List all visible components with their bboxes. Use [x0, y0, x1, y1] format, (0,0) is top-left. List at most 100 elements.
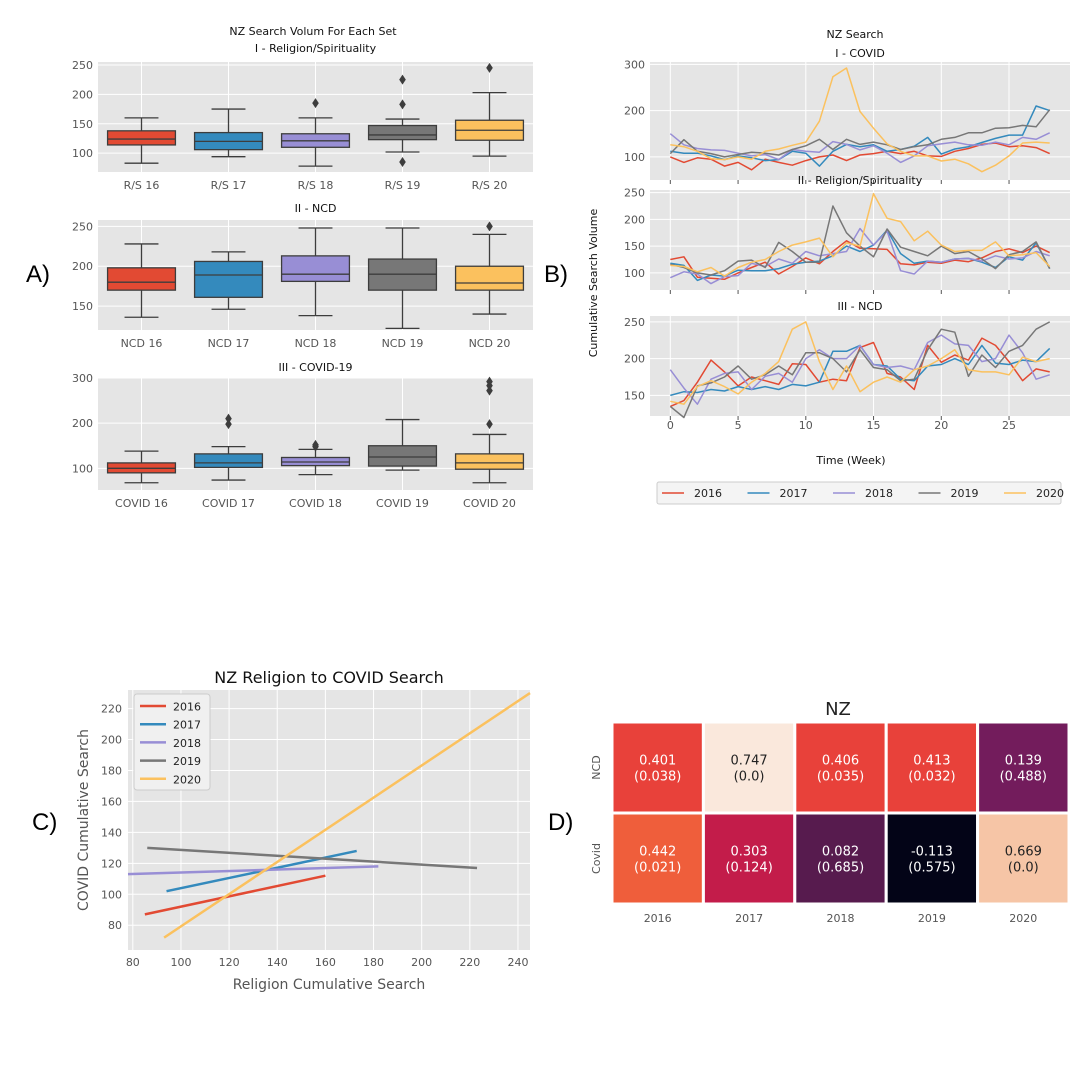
y-axis-label: Cumulative Search Volume — [587, 209, 600, 358]
regression-line-2019 — [147, 846, 478, 870]
series-line-2018 — [670, 227, 1050, 285]
box-ncd-17 — [193, 251, 264, 310]
boxplot-subplot: III - COVID-19 100 200 300 COVID 16 COVID 17 C… — [72, 361, 533, 510]
series-line-2020 — [670, 67, 1050, 173]
y-tick-label: 100 — [101, 888, 122, 901]
outlier-point — [399, 74, 406, 85]
plot-area — [650, 316, 1070, 416]
legend-label: 2017 — [780, 487, 808, 500]
heatmap-cell: 0.413(0.032) — [884, 720, 980, 815]
x-tick-label: NCD 18 — [295, 337, 337, 350]
cell-value: -0.113 — [911, 845, 953, 860]
x-tick-label: COVID 18 — [289, 497, 342, 510]
box-body — [106, 130, 177, 146]
y-tick-label: 200 — [72, 88, 93, 101]
x-tick-label: 0 — [667, 419, 674, 432]
box-covid-17 — [193, 413, 264, 481]
cell-pvalue: (0.0) — [1008, 861, 1039, 876]
x-tick-label: R/S 17 — [211, 179, 247, 192]
legend-label: 2016 — [173, 701, 201, 714]
y-tick-label: 140 — [101, 826, 122, 839]
heatmap-cell: 0.442(0.021) — [610, 811, 705, 906]
boxplot-subplot: II - NCD 150 200 250 NCD 16 NCD 17 NCD 18 NCD 1… — [72, 202, 533, 350]
box-body — [193, 453, 264, 469]
x-tick-label: 180 — [363, 956, 384, 969]
x-tick-label: 5 — [735, 419, 742, 432]
y-tick-label: 150 — [624, 240, 645, 253]
x-tick-label: 15 — [867, 419, 881, 432]
box-ncd-16 — [106, 243, 177, 318]
cell-value: 0.082 — [822, 845, 859, 860]
box-r-s-18 — [280, 98, 351, 167]
line-subplot: III - NCD 150 200 250 — [624, 300, 1070, 420]
box-body — [280, 255, 351, 283]
series-line-2018 — [669, 132, 1051, 164]
box-covid-18 — [280, 439, 351, 476]
legend: 2016 2017 2018 2019 2020 — [656, 481, 1064, 505]
legend-label: 2016 — [694, 487, 722, 500]
outlier-point — [486, 419, 493, 430]
outlier-point — [225, 413, 232, 424]
heatmap-cell-rect — [793, 720, 888, 815]
x-axis-label: Time (Week) — [815, 454, 885, 467]
x-tick-label: 25 — [1002, 419, 1016, 432]
heatmap-cell-rect — [976, 811, 1071, 906]
heatmap-cell: 0.747(0.0) — [701, 720, 797, 815]
y-tick-label: 150 — [624, 389, 645, 402]
series-line-2019 — [669, 109, 1051, 158]
x-tick-label: 220 — [459, 956, 480, 969]
series-line-2019 — [669, 321, 1051, 419]
box-r-s-20 — [454, 62, 525, 157]
y-tick-label: 100 — [72, 462, 93, 475]
outlier-point — [312, 439, 319, 450]
cell-pvalue: (0.0) — [734, 770, 765, 785]
column-label: 2018 — [827, 912, 855, 925]
y-tick-label: 300 — [72, 372, 93, 385]
subplot-title: II - NCD — [295, 202, 337, 215]
y-tick-label: 150 — [72, 300, 93, 313]
chart-d-title: NZ — [825, 699, 851, 720]
y-tick-label: 160 — [101, 795, 122, 808]
chart-b-title: NZ Search — [826, 28, 883, 41]
y-tick-label: 200 — [72, 260, 93, 273]
box-covid-19 — [367, 418, 438, 471]
y-tick-label: 250 — [624, 316, 645, 329]
heatmap-cell-rect — [610, 811, 705, 906]
y-tick-label: 80 — [108, 919, 122, 932]
x-tick-label: NCD 17 — [208, 337, 250, 350]
series-line-2017 — [670, 229, 1051, 282]
x-tick-label: COVID 20 — [463, 497, 516, 510]
cell-value: 0.401 — [639, 754, 676, 769]
x-tick-label: COVID 17 — [202, 497, 255, 510]
plot-area — [650, 62, 1070, 180]
legend-label: 2018 — [173, 737, 201, 750]
y-tick-label: 300 — [624, 58, 645, 71]
subplot-title: III - COVID-19 — [278, 361, 352, 374]
subplot-title: III - NCD — [837, 300, 882, 313]
heatmap-cell-rect — [884, 811, 980, 906]
line-subplot: I - COVID 100 200 300 — [624, 47, 1070, 184]
y-tick-label: 250 — [624, 187, 645, 200]
heatmap-cell: 0.669(0.0) — [976, 811, 1071, 906]
x-tick-label: R/S 19 — [385, 179, 421, 192]
x-tick-label: R/S 16 — [124, 179, 160, 192]
box-body — [367, 445, 438, 467]
legend-label: 2019 — [951, 487, 979, 500]
cell-pvalue: (0.124) — [725, 861, 772, 876]
series-line-2018 — [669, 334, 1050, 405]
x-tick-label: COVID 19 — [376, 497, 429, 510]
outlier-point — [312, 98, 319, 109]
regression-line-2020 — [163, 692, 531, 939]
boxplot-subplot: I - Religion/Spirituality 100 150 200 250 R/S… — [72, 42, 533, 192]
heatmap-cell-rect — [976, 720, 1071, 815]
subplot-title: I - COVID — [835, 47, 885, 60]
series-line-2016 — [670, 337, 1050, 408]
cell-value: 0.747 — [730, 754, 767, 769]
chart-c-title: NZ Religion to COVID Search — [214, 668, 443, 687]
subplot-title: I - Religion/Spirituality — [255, 42, 377, 55]
column-label: 2020 — [1009, 912, 1037, 925]
legend: 2016 2017 2018 2019 2020 — [133, 693, 211, 791]
subplot-title: II - Religion/Spirituality — [798, 174, 923, 187]
y-tick-label: 100 — [624, 151, 645, 164]
heatmap-cell: -0.113(0.575) — [884, 811, 980, 906]
